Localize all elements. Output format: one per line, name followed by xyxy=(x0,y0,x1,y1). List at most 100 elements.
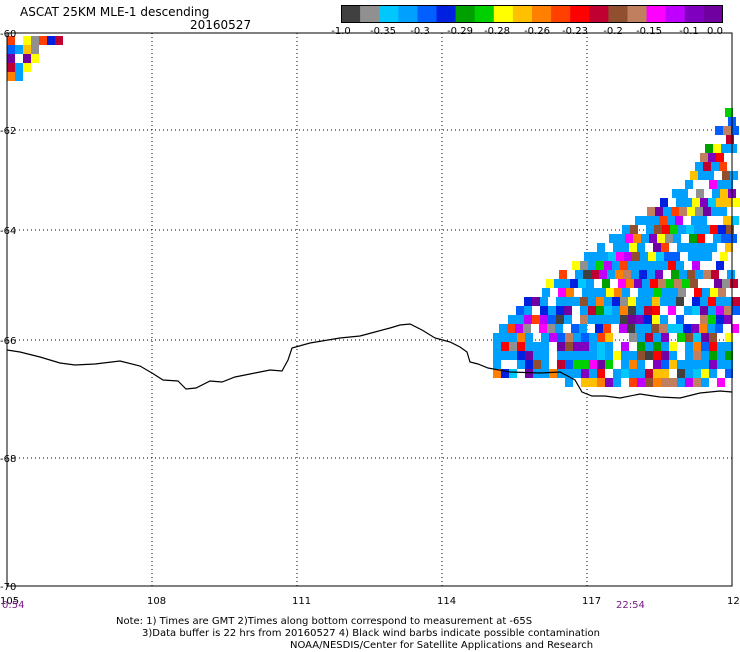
data-cell xyxy=(608,252,616,261)
data-cell xyxy=(493,333,501,342)
data-cell xyxy=(675,216,683,225)
data-cell xyxy=(717,342,725,351)
data-cell xyxy=(614,288,622,297)
data-cell xyxy=(693,378,701,387)
colorbar-label: 0.0 xyxy=(707,26,723,37)
colorbar-swatch xyxy=(551,5,571,23)
data-cell xyxy=(508,315,516,324)
data-cell xyxy=(557,342,565,351)
data-cell xyxy=(654,288,662,297)
data-cell xyxy=(15,72,23,81)
data-cell xyxy=(517,360,525,369)
data-cell xyxy=(657,234,665,243)
data-cell xyxy=(588,297,596,306)
data-cell xyxy=(615,270,623,279)
data-cell xyxy=(711,207,719,216)
data-cell xyxy=(607,270,615,279)
data-cell xyxy=(649,234,657,243)
data-cell xyxy=(645,351,653,360)
data-cell xyxy=(653,351,661,360)
data-cell xyxy=(712,189,720,198)
data-cell xyxy=(589,378,597,387)
data-cell xyxy=(588,315,596,324)
data-cell xyxy=(581,360,589,369)
data-cell xyxy=(592,252,600,261)
data-cell xyxy=(730,171,738,180)
data-cell xyxy=(732,306,740,315)
data-cell xyxy=(713,144,721,153)
data-cell xyxy=(716,315,724,324)
data-cell xyxy=(493,360,501,369)
data-cell xyxy=(676,198,684,207)
data-cell xyxy=(546,279,554,288)
data-cell xyxy=(690,279,698,288)
data-cell xyxy=(541,333,549,342)
data-cell xyxy=(557,333,565,342)
data-cell xyxy=(653,333,661,342)
data-cell xyxy=(660,198,668,207)
data-cell xyxy=(525,333,533,342)
colorbar-swatch xyxy=(646,5,667,23)
colorbar-swatch xyxy=(589,5,609,23)
data-cell xyxy=(540,297,548,306)
data-cell xyxy=(629,378,637,387)
data-cell xyxy=(589,360,597,369)
data-cell xyxy=(588,261,596,270)
colorbar-label: -0.35 xyxy=(370,26,396,37)
data-cell xyxy=(731,216,739,225)
data-cell xyxy=(533,360,541,369)
data-cell xyxy=(730,279,738,288)
colorbar-swatch xyxy=(379,5,399,23)
data-cell xyxy=(706,171,714,180)
data-cell xyxy=(557,351,565,360)
data-cell xyxy=(581,378,589,387)
colorbar-swatch xyxy=(455,5,476,23)
colorbar-label: -0.29 xyxy=(447,26,473,37)
data-cell xyxy=(501,369,509,378)
data-cell xyxy=(722,171,730,180)
colorbar-label: -0.2 xyxy=(603,26,623,37)
data-cell xyxy=(655,207,663,216)
lon-tick-labels: 105 108 111 114 117 120 xyxy=(0,596,740,607)
data-cell xyxy=(638,288,646,297)
data-cell xyxy=(669,378,677,387)
data-cell xyxy=(677,378,685,387)
data-cell xyxy=(720,252,728,261)
data-cell xyxy=(645,378,653,387)
data-cell xyxy=(583,270,591,279)
data-cell xyxy=(625,234,633,243)
data-cell xyxy=(632,252,640,261)
data-cell xyxy=(709,369,717,378)
data-cell xyxy=(654,225,662,234)
data-cell xyxy=(685,360,693,369)
data-cell xyxy=(670,288,678,297)
colorbar-swatch xyxy=(570,5,590,23)
data-cell xyxy=(573,342,581,351)
data-cell xyxy=(711,270,719,279)
note-line-3: NOAA/NESDIS/Center for Satellite Applica… xyxy=(290,640,594,651)
data-cell xyxy=(647,270,655,279)
data-cell xyxy=(542,288,550,297)
data-cell xyxy=(595,324,603,333)
data-cell xyxy=(664,252,672,261)
data-cell xyxy=(557,369,565,378)
data-cell xyxy=(672,252,680,261)
data-cell xyxy=(669,342,677,351)
data-cell xyxy=(705,144,713,153)
data-cell xyxy=(669,351,677,360)
data-cell xyxy=(557,360,565,369)
lon-tick-label: 117 xyxy=(582,596,601,607)
data-cell xyxy=(573,351,581,360)
data-cell xyxy=(565,369,573,378)
colorbar xyxy=(341,5,723,23)
data-cell xyxy=(726,225,734,234)
data-cell xyxy=(621,369,629,378)
data-cell xyxy=(684,198,692,207)
data-cell xyxy=(493,351,501,360)
data-cell xyxy=(517,351,525,360)
data-cell xyxy=(597,369,605,378)
colorbar-swatch xyxy=(665,5,686,23)
data-cell xyxy=(507,324,515,333)
data-cell xyxy=(573,360,581,369)
